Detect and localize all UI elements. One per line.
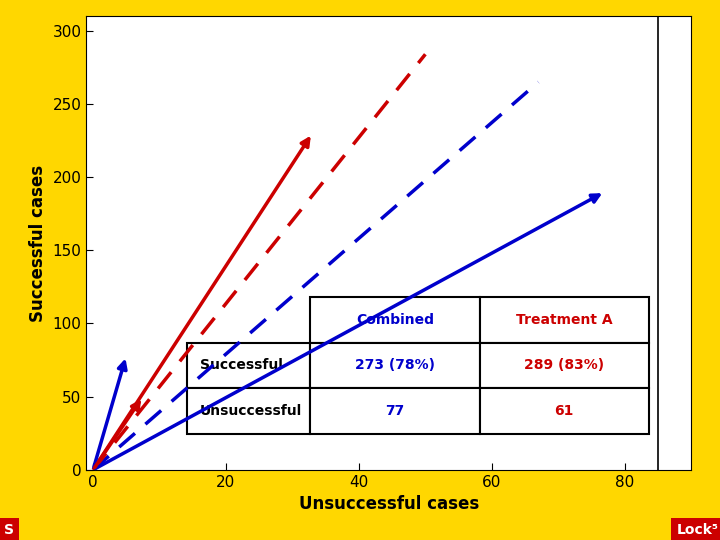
Y-axis label: Successful cases: Successful cases: [29, 165, 47, 321]
Text: Lock⁵: Lock⁵: [677, 523, 719, 537]
Text: S: S: [4, 523, 14, 537]
X-axis label: Unsuccessful cases: Unsuccessful cases: [299, 495, 479, 513]
